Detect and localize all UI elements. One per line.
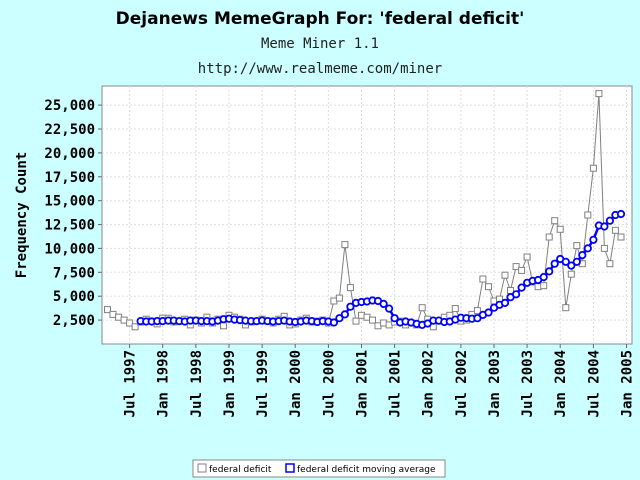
- data-point-federal-deficit: [220, 322, 227, 330]
- data-point-federal-deficit: [562, 304, 570, 312]
- data-point-moving-average: [539, 272, 548, 282]
- x-tick-label: Jan 2000: [288, 350, 304, 417]
- data-point-federal-deficit: [606, 260, 614, 268]
- data-point-federal-deficit: [540, 282, 548, 290]
- x-tick-label: Jan 1998: [156, 350, 172, 417]
- chart-subtitle-url: http://www.realmeme.com/miner: [198, 61, 442, 77]
- x-tick-label: Jan 2005: [620, 350, 636, 417]
- data-point-federal-deficit: [573, 242, 581, 250]
- data-point-federal-deficit: [600, 244, 608, 252]
- data-point-federal-deficit: [473, 307, 481, 315]
- data-point-moving-average: [384, 304, 394, 313]
- data-point-federal-deficit: [518, 266, 526, 274]
- x-tick-label: Jul 1999: [255, 350, 271, 417]
- y-axis-ticks: 2,500 5,000 7,500 10,000 12,500 15,000 17,500 2…: [44, 98, 102, 329]
- data-point-federal-deficit: [523, 253, 531, 261]
- data-point-federal-deficit: [595, 90, 603, 98]
- y-tick-label: 20,000: [44, 146, 95, 162]
- data-point-federal-deficit: [335, 294, 343, 302]
- x-tick-label: Jul 2003: [520, 350, 536, 417]
- data-point-federal-deficit: [418, 304, 426, 312]
- y-tick-label: 12,500: [44, 218, 95, 234]
- data-point-moving-average: [517, 283, 526, 292]
- y-tick-label: 2,500: [53, 313, 95, 329]
- y-tick-label: 25,000: [44, 98, 95, 114]
- data-point-federal-deficit: [617, 233, 625, 241]
- legend-label-series-2: federal deficit moving average: [297, 465, 436, 475]
- y-tick-label: 22,500: [44, 122, 95, 138]
- data-point-federal-deficit: [352, 317, 360, 325]
- data-point-federal-deficit: [341, 241, 349, 249]
- data-point-moving-average: [572, 257, 581, 266]
- legend-box: [192, 459, 446, 478]
- y-axis-title: Frequency Count: [14, 152, 30, 278]
- legend-label-series-1: federal deficit: [209, 465, 272, 475]
- data-point-moving-average: [583, 244, 592, 253]
- y-tick-label: 7,500: [53, 265, 95, 281]
- legend-marker-series-2: [285, 463, 295, 473]
- data-point-moving-average: [567, 261, 576, 270]
- data-point-federal-deficit: [534, 283, 542, 291]
- x-tick-label: Jul 2001: [388, 350, 404, 417]
- data-point-federal-deficit: [104, 306, 111, 314]
- data-point-moving-average: [335, 314, 344, 323]
- x-tick-label: Jan 1999: [222, 350, 238, 417]
- data-point-moving-average: [511, 290, 521, 299]
- chart-subtitle-app: Meme Miner 1.1: [261, 36, 379, 52]
- data-point-moving-average: [390, 314, 399, 323]
- data-point-moving-average: [561, 257, 570, 266]
- y-tick-label: 10,000: [44, 241, 95, 257]
- data-point-moving-average: [484, 308, 493, 317]
- data-point-federal-deficit: [545, 233, 553, 241]
- data-point-moving-average: [379, 299, 388, 308]
- chart-title: Dejanews MemeGraph For: 'federal deficit…: [116, 9, 525, 29]
- data-point-federal-deficit: [589, 164, 597, 172]
- data-point-federal-deficit: [551, 217, 559, 225]
- y-tick-label: 15,000: [44, 194, 95, 210]
- data-point-federal-deficit: [567, 270, 575, 278]
- data-point-federal-deficit: [126, 319, 134, 327]
- data-point-federal-deficit: [611, 226, 619, 234]
- x-tick-label: Jul 2004: [586, 350, 602, 417]
- data-point-federal-deficit: [512, 263, 520, 271]
- x-tick-label: Jan 2003: [487, 350, 503, 417]
- data-point-federal-deficit: [501, 271, 509, 279]
- data-point-moving-average: [578, 251, 587, 260]
- data-point-moving-average: [600, 222, 609, 231]
- legend: federal deficit federal deficit moving a…: [192, 459, 446, 478]
- data-point-federal-deficit: [346, 284, 354, 292]
- data-point-moving-average: [346, 302, 355, 311]
- data-point-federal-deficit: [556, 225, 564, 233]
- data-point-moving-average: [329, 318, 338, 327]
- legend-marker-series-1: [197, 463, 207, 473]
- x-tick-label: Jul 2002: [454, 350, 470, 417]
- y-tick-label: 17,500: [44, 170, 95, 186]
- data-point-federal-deficit: [479, 275, 487, 283]
- data-point-moving-average: [340, 310, 349, 319]
- data-point-federal-deficit: [584, 211, 592, 219]
- x-tick-label: Jul 2000: [321, 350, 337, 417]
- y-tick-label: 5,000: [53, 289, 95, 305]
- data-point-federal-deficit: [131, 323, 139, 331]
- data-point-moving-average: [550, 259, 559, 268]
- x-tick-label: Jan 2002: [421, 350, 437, 417]
- data-point-federal-deficit: [369, 316, 376, 324]
- x-tick-label: Jul 1997: [123, 350, 139, 417]
- grid-lines: [102, 86, 632, 344]
- data-point-moving-average: [589, 235, 598, 244]
- x-tick-label: Jan 2001: [355, 350, 371, 417]
- data-point-moving-average: [616, 209, 626, 219]
- data-point-moving-average: [605, 216, 615, 225]
- data-point-federal-deficit: [485, 283, 492, 291]
- x-axis-ticks: Jul 1997 Jan 1998 Jul 1998 Jan 1999 Jul 1999…: [123, 344, 636, 417]
- data-point-federal-deficit: [451, 305, 459, 313]
- x-tick-label: Jan 2004: [553, 350, 569, 417]
- x-tick-label: Jul 1998: [189, 350, 205, 417]
- data-series: [104, 90, 626, 331]
- data-point-moving-average: [545, 267, 554, 276]
- data-point-moving-average: [500, 298, 510, 307]
